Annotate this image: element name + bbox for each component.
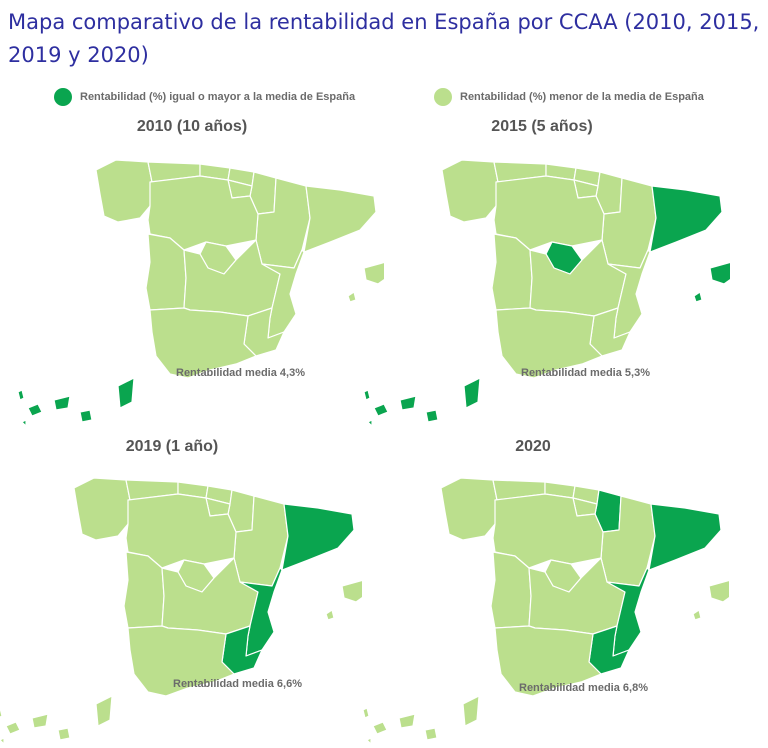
average-label: Rentabilidad media 4,3% <box>176 367 305 379</box>
region-andalucia <box>495 307 603 379</box>
region-galicia <box>441 159 499 223</box>
spain-map <box>0 477 362 745</box>
region-andalucia <box>127 625 235 697</box>
region-cataluna <box>303 185 377 253</box>
spain-map <box>362 477 729 745</box>
legend-swatch-below <box>434 88 452 106</box>
region-galicia <box>95 159 153 223</box>
legend-item-below: Rentabilidad (%) menor de la media de Es… <box>434 88 704 106</box>
map-title: 2019 (1 año) <box>125 438 219 455</box>
regions-group <box>0 477 362 745</box>
map-title: 2015 (5 años) <box>491 118 593 135</box>
legend-label-below: Rentabilidad (%) menor de la media de Es… <box>460 91 704 103</box>
region-cataluna <box>649 185 723 253</box>
spain-map <box>17 159 384 427</box>
spain-map <box>363 159 730 427</box>
map-panel-2020: 2020 Rentabilidad media 6,8% <box>345 438 729 748</box>
regions-group <box>363 159 730 427</box>
region-canarias <box>362 695 480 745</box>
average-label: Rentabilidad media 6,8% <box>519 682 648 694</box>
region-andalucia <box>149 307 257 379</box>
region-cataluna <box>648 503 722 571</box>
map-panel-2015: 2015 (5 años) Rentabilidad media 5,3% <box>346 118 730 428</box>
regions-group <box>17 159 384 427</box>
region-baleares <box>325 579 362 621</box>
region-canarias <box>363 377 481 427</box>
map-panel-2019: 2019 (1 año) Rentabilidad media 6,6% <box>0 438 362 748</box>
legend-item-above: Rentabilidad (%) igual o mayor a la medi… <box>54 88 355 106</box>
region-baleares <box>693 261 730 303</box>
average-label: Rentabilidad media 5,3% <box>521 367 650 379</box>
legend-label-above: Rentabilidad (%) igual o mayor a la medi… <box>80 91 356 103</box>
region-galicia <box>73 477 131 541</box>
regions-group <box>362 477 729 745</box>
map-panel-2010: 2010 (10 años) Rentabilidad media 4,3% <box>0 118 384 428</box>
region-canarias <box>0 695 113 745</box>
region-baleares <box>692 579 729 621</box>
map-title: 2020 <box>515 438 551 455</box>
region-galicia <box>440 477 498 541</box>
page-title: Mapa comparativo de la rentabilidad en E… <box>8 10 760 67</box>
region-canarias <box>17 377 135 427</box>
map-title: 2010 (10 años) <box>136 118 248 135</box>
region-baleares <box>347 261 384 303</box>
average-label: Rentabilidad media 6,6% <box>173 678 302 690</box>
region-andalucia <box>494 625 602 697</box>
region-cataluna <box>281 503 355 571</box>
legend-swatch-above <box>54 88 72 106</box>
